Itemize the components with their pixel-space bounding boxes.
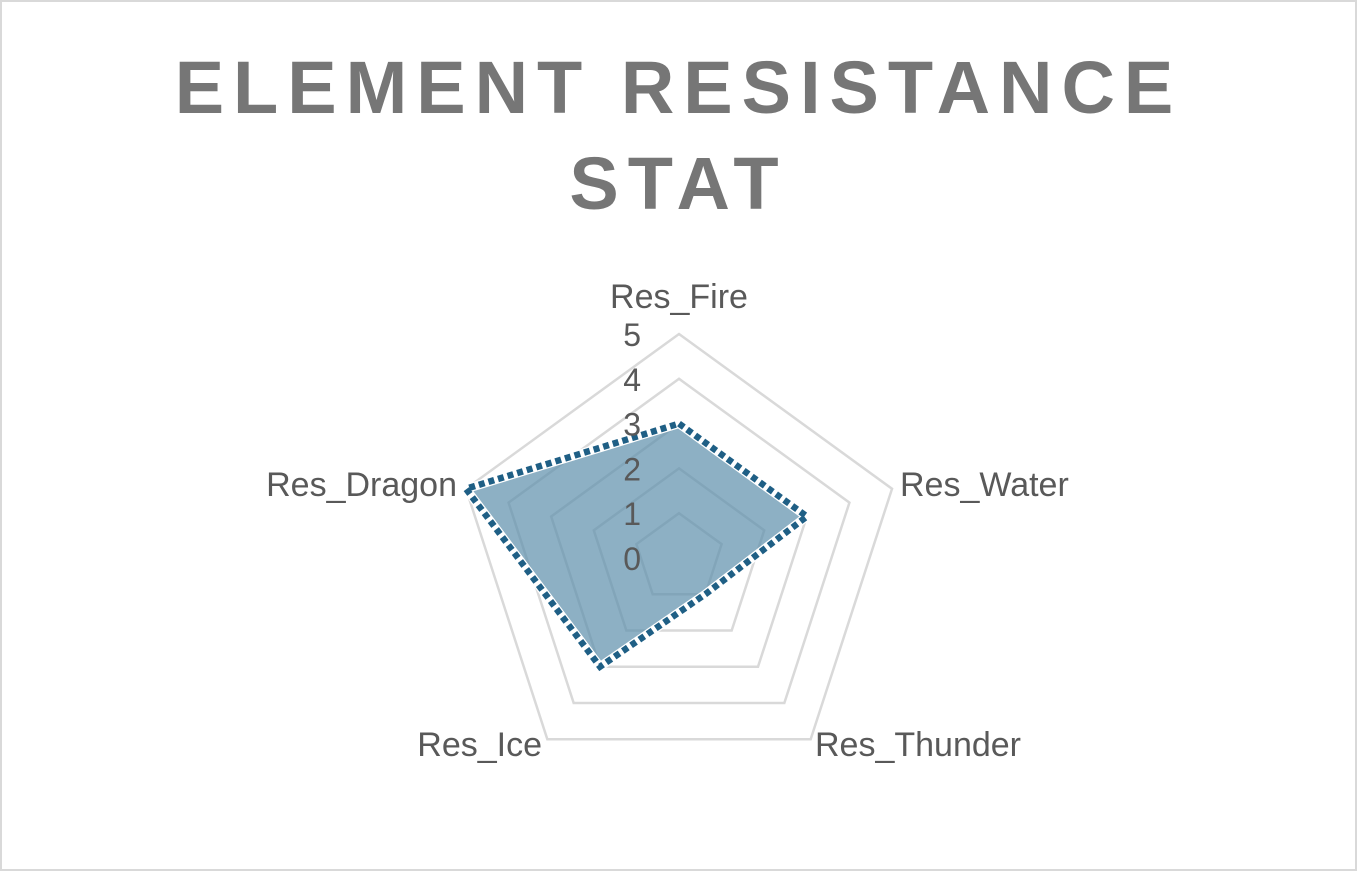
- radar-series: [458, 418, 815, 673]
- radar-tick-labels: 0 1 2 3 4 5: [623, 317, 641, 577]
- tick-label-4: 4: [623, 362, 641, 398]
- tick-label-0: 0: [623, 541, 641, 577]
- axis-label-res-dragon: Res_Dragon: [266, 466, 457, 504]
- chart-title: ELEMENT RESISTANCE STAT: [0, 40, 1357, 232]
- tick-label-3: 3: [623, 407, 641, 443]
- tick-label-5: 5: [623, 317, 641, 353]
- radar-axis-labels: Res_Fire Res_Water Res_Thunder Res_Ice Res_D…: [266, 278, 1069, 764]
- tick-label-2: 2: [623, 451, 641, 487]
- axis-label-res-ice: Res_Ice: [417, 726, 542, 764]
- axis-label-res-fire: Res_Fire: [610, 278, 748, 316]
- chart-title-line-2: STAT: [569, 142, 788, 225]
- axis-label-res-water: Res_Water: [900, 466, 1069, 504]
- grid-ring-5: [464, 332, 894, 741]
- series-line-0: [460, 420, 813, 672]
- axis-label-res-thunder: Res_Thunder: [815, 726, 1021, 764]
- chart-title-line-1: ELEMENT RESISTANCE: [174, 46, 1183, 129]
- tick-label-1: 1: [623, 496, 641, 532]
